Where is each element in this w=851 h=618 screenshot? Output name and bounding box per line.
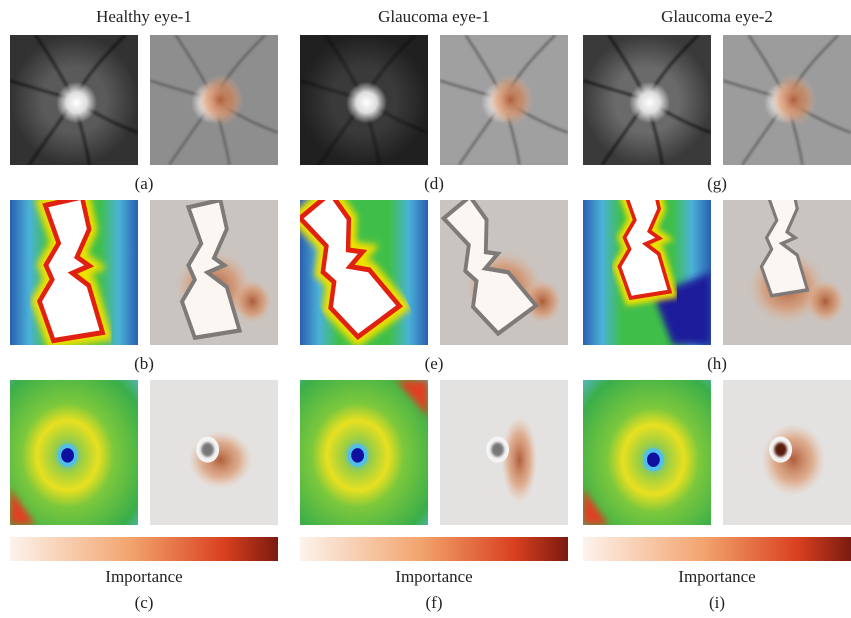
importance-blob: [770, 74, 817, 126]
image-panel: [10, 380, 138, 525]
importance-blob: [501, 416, 538, 504]
heat-white: [303, 200, 397, 334]
panel-label: (f): [426, 593, 443, 612]
image-panel: [583, 200, 711, 345]
overlay-white: [179, 200, 243, 341]
image-panel: [150, 200, 278, 345]
panel-label: (b): [134, 354, 154, 373]
colorbar: [300, 537, 568, 561]
image-panel: [10, 35, 138, 165]
image-panel: [440, 35, 568, 165]
image-panel: [723, 35, 851, 165]
image-panel: [300, 380, 428, 525]
sal-dot: [61, 448, 74, 463]
colorbar-label: Importance: [395, 567, 472, 586]
importance-blob: [233, 279, 272, 324]
vignette: [10, 35, 138, 165]
importance-blob: [197, 74, 244, 126]
colorbar: [10, 537, 278, 561]
image-panel: [723, 380, 851, 525]
overlay-dot: [491, 442, 504, 457]
panel-label: (a): [135, 174, 154, 193]
column-title: Glaucoma eye-1: [378, 7, 490, 26]
vessels: [150, 35, 278, 165]
heat-white: [42, 200, 100, 338]
overlay-white: [440, 200, 540, 337]
sal-dot: [647, 452, 660, 467]
vessels: [723, 35, 851, 165]
column-title: Glaucoma eye-2: [661, 7, 773, 26]
colorbar-label: Importance: [105, 567, 182, 586]
overlay-white: [759, 200, 810, 298]
sal-corner: [10, 488, 36, 525]
image-panel: [440, 380, 568, 525]
overlay-dot: [774, 442, 787, 457]
image-panel: [583, 35, 711, 165]
importance-blob: [523, 279, 562, 324]
importance-blob: [487, 74, 534, 126]
sal-field: [10, 380, 138, 525]
vessels: [440, 35, 568, 165]
image-panel: [300, 200, 428, 345]
colorbar-label: Importance: [678, 567, 755, 586]
importance-blob: [806, 279, 845, 324]
vignette: [583, 35, 711, 165]
image-panel: [150, 35, 278, 165]
image-panel: [440, 200, 568, 345]
panel-label: (h): [707, 354, 727, 373]
vignette: [300, 35, 428, 165]
overlay-dot: [201, 442, 214, 457]
sal-dot: [351, 448, 364, 463]
image-panel: [150, 380, 278, 525]
importance-blob: [761, 423, 826, 496]
heat-white: [621, 200, 668, 296]
panel-label: (c): [135, 593, 154, 612]
image-panel: [723, 200, 851, 345]
panel-label: (i): [709, 593, 725, 612]
image-panel: [10, 200, 138, 345]
colorbar: [583, 537, 851, 561]
sal-corner: [396, 380, 428, 417]
panel-label: (g): [707, 174, 727, 193]
image-panel: [300, 35, 428, 165]
panel-label: (d): [424, 174, 444, 193]
panel-label: (e): [425, 354, 444, 373]
column-title: Healthy eye-1: [96, 7, 192, 26]
image-panel: [583, 380, 711, 525]
importance-blob: [188, 430, 253, 489]
